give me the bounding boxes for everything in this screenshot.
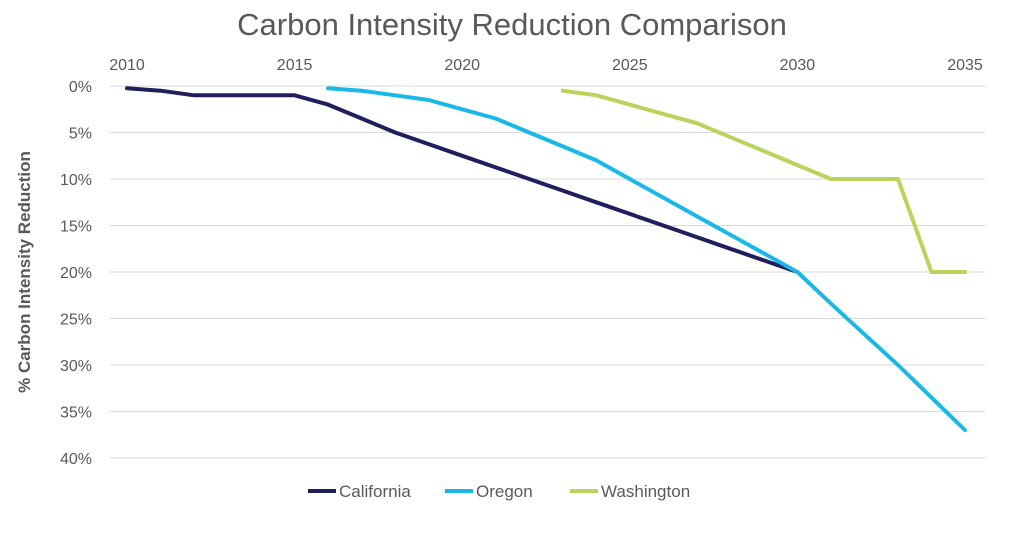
x-tick-label: 2030 <box>780 57 816 74</box>
x-tick-label: 2035 <box>947 57 983 74</box>
series-line-oregon <box>326 86 967 433</box>
series-line-washington <box>560 88 967 274</box>
y-tick-label: 35% <box>60 405 92 422</box>
y-tick-label: 0% <box>69 79 92 96</box>
x-tick-label: 2025 <box>612 57 648 74</box>
x-tick-label: 2015 <box>277 57 313 74</box>
legend-label: California <box>339 482 411 501</box>
y-tick-label: 25% <box>60 312 92 329</box>
y-tick-label: 40% <box>60 451 92 468</box>
y-axis: 0% 5% 10% 15% 20% 25% 30% 35% 40% <box>60 79 92 468</box>
y-tick-label: 5% <box>69 126 92 143</box>
y-tick-label: 10% <box>60 172 92 189</box>
x-tick-label: 2010 <box>109 57 145 74</box>
y-tick-label: 30% <box>60 358 92 375</box>
chart-title: Carbon Intensity Reduction Comparison <box>237 7 787 42</box>
y-tick-label: 15% <box>60 219 92 236</box>
y-axis-label: % Carbon Intensity Reduction <box>15 151 34 393</box>
x-axis: 2010 2015 2020 2025 2030 2035 <box>109 57 983 74</box>
legend-label: Oregon <box>476 482 533 501</box>
x-tick-label: 2020 <box>444 57 480 74</box>
y-tick-label: 20% <box>60 265 92 282</box>
grid <box>110 85 985 459</box>
legend-label: Washington <box>601 482 690 501</box>
legend: California Oregon Washington <box>308 482 690 501</box>
series-line-california <box>125 86 800 274</box>
series-lines <box>125 86 967 433</box>
